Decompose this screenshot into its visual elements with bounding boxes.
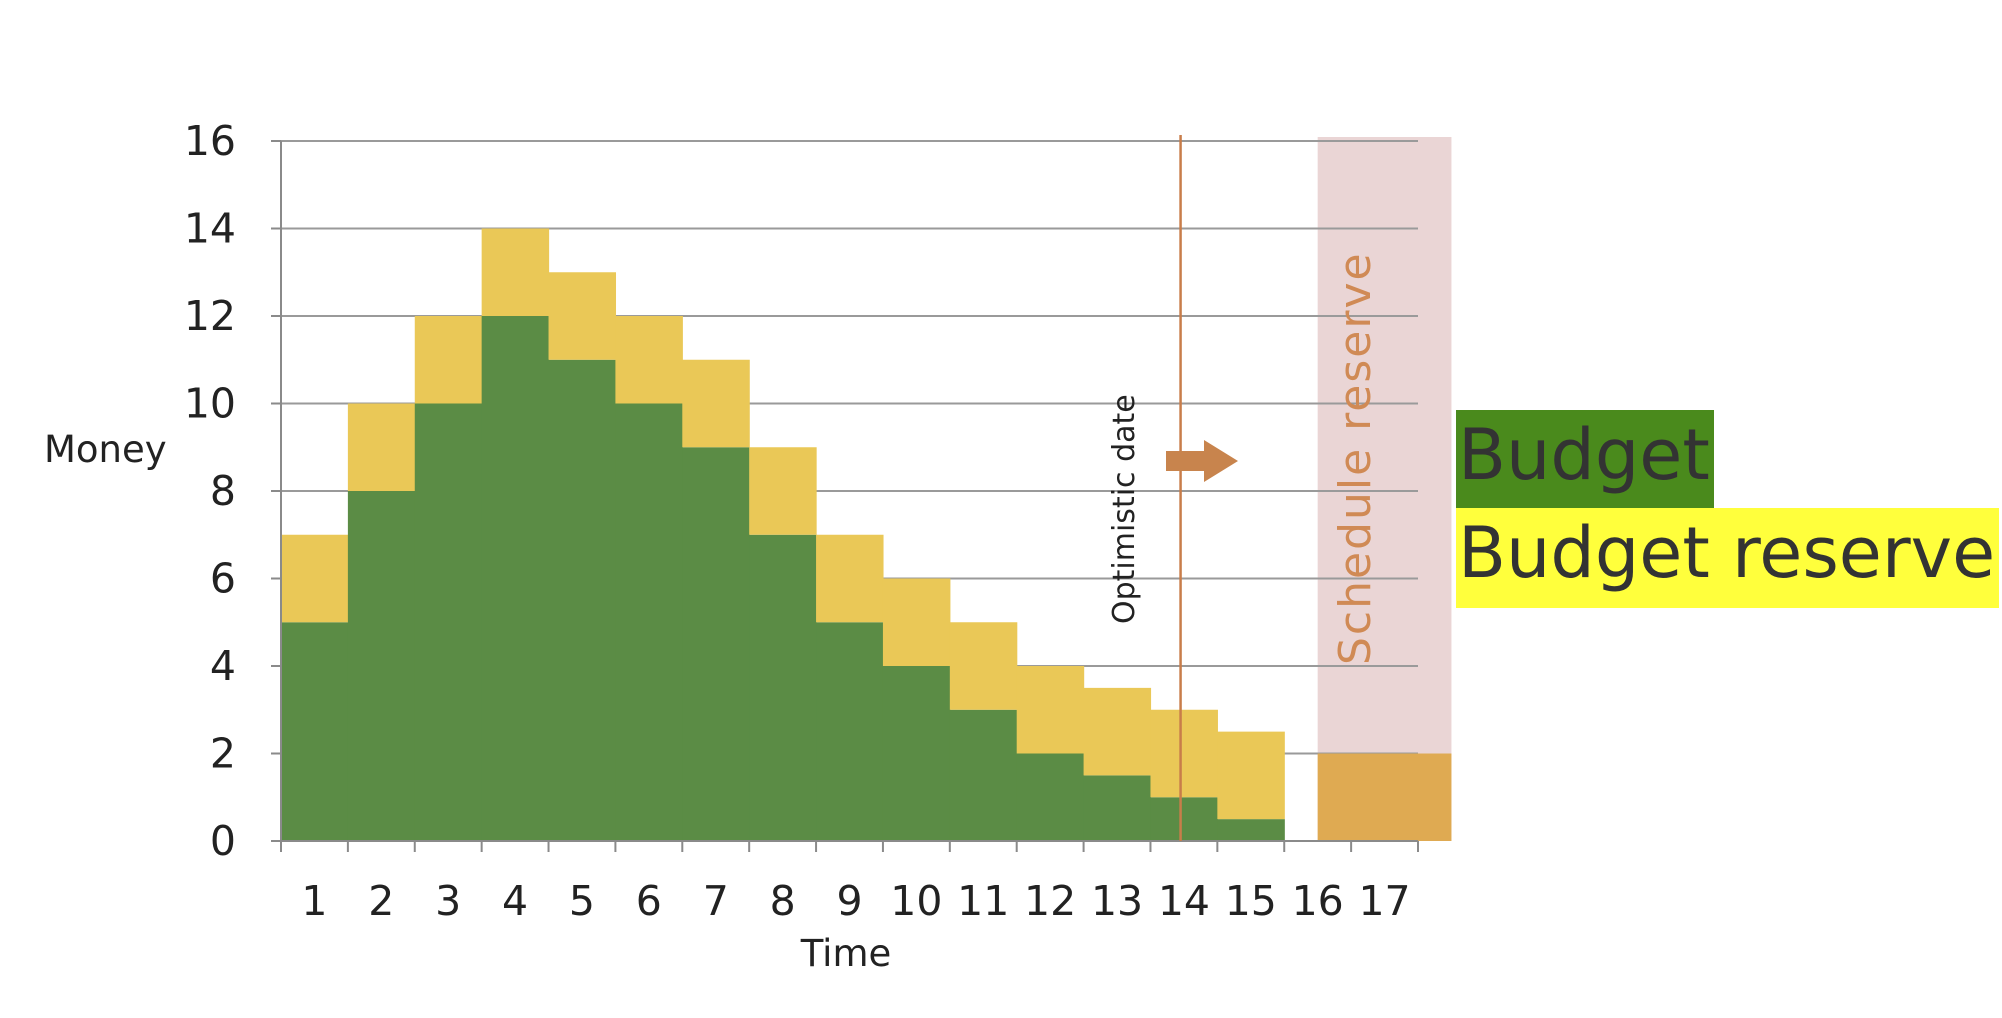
- x-tick-label-4: 4: [502, 877, 528, 925]
- y-tick-label-12: 12: [184, 292, 236, 340]
- bar-budget-reserve-1: [281, 534, 349, 623]
- x-tick-label-11: 11: [957, 877, 1009, 925]
- bar-budget-reserve-2: [347, 403, 416, 491]
- bar-budget-11: [949, 709, 1018, 841]
- x-tick-label-15: 15: [1225, 877, 1277, 925]
- bar-budget-reserve-10: [882, 578, 951, 666]
- x-axis-title: Time: [800, 932, 892, 975]
- y-tick-label-0: 0: [210, 817, 236, 865]
- bar-budget-reserve-13: [1083, 687, 1152, 776]
- x-tick-label-5: 5: [569, 877, 595, 925]
- bar-budget-12: [1016, 753, 1085, 841]
- x-tick-label-6: 6: [636, 877, 662, 925]
- right-arrow-icon: [1166, 440, 1238, 482]
- bar-budget-15: [1217, 819, 1285, 841]
- schedule-reserve-label: Schedule reserve: [1330, 251, 1381, 665]
- bar-budget-reserve-7: [682, 359, 750, 448]
- x-tick-label-9: 9: [836, 877, 862, 925]
- bar-budget-reserve-8: [749, 447, 817, 535]
- y-tick-label-10: 10: [184, 380, 236, 428]
- bar-budget-reserve-15: [1217, 731, 1285, 820]
- bar-budget-13: [1083, 775, 1152, 841]
- bar-budget-8: [749, 534, 817, 841]
- y-tick-label-8: 8: [210, 467, 236, 515]
- x-tick-label-13: 13: [1091, 877, 1143, 925]
- bar-budget-reserve-5: [548, 272, 617, 360]
- bar-budget-9: [816, 622, 884, 841]
- y-tick-label-2: 2: [210, 730, 236, 778]
- bar-budget-2: [347, 491, 416, 841]
- bar-budget-7: [682, 447, 750, 841]
- bar-budget-reserve-4: [481, 228, 550, 316]
- y-tick-label-14: 14: [184, 205, 236, 253]
- bar-budget-reserve-14: [1150, 709, 1218, 798]
- bar-budget-3: [414, 403, 483, 841]
- y-tick-label-16: 16: [184, 117, 236, 165]
- x-tick-label-8: 8: [770, 877, 796, 925]
- bar-budget-5: [548, 359, 617, 841]
- y-axis-title: Money: [44, 428, 167, 471]
- bar-budget-reserve-3: [414, 316, 483, 404]
- x-tick-label-12: 12: [1024, 877, 1076, 925]
- bar-budget-14: [1150, 797, 1218, 841]
- bar-budget-reserve-9: [816, 534, 884, 623]
- bar-budget-1: [281, 622, 349, 841]
- x-tick-label-14: 14: [1158, 877, 1210, 925]
- x-tick-label-2: 2: [368, 877, 394, 925]
- bar-budget-6: [615, 403, 683, 841]
- legend-item-budget: Budget: [1456, 410, 1714, 508]
- y-tick-label-6: 6: [210, 555, 236, 603]
- x-tick-label-17: 17: [1358, 877, 1410, 925]
- bar-budget-reserve-11: [949, 622, 1018, 710]
- x-tick-label-10: 10: [890, 877, 942, 925]
- x-tick-label-1: 1: [301, 877, 327, 925]
- bar-budget-4: [481, 316, 550, 841]
- bars: [281, 228, 1452, 841]
- legend-item-budget-reserve: Budget reserve: [1456, 508, 2000, 608]
- annotations: Optimistic date Schedule reserve: [1107, 135, 1381, 841]
- x-tick-label-16: 16: [1292, 877, 1344, 925]
- schedule-reserve-band: [1317, 137, 1452, 841]
- x-tick-label-7: 7: [703, 877, 729, 925]
- y-tick-label-4: 4: [210, 642, 236, 690]
- x-tick-label-3: 3: [435, 877, 461, 925]
- bar-schedule-reserve: [1317, 753, 1452, 841]
- schedule-reserve-band-layer: [1317, 137, 1452, 841]
- bar-budget-reserve-12: [1016, 666, 1085, 754]
- optimistic-date-label: Optimistic date: [1107, 394, 1142, 624]
- bar-budget-10: [882, 666, 951, 841]
- bar-budget-reserve-6: [615, 316, 683, 404]
